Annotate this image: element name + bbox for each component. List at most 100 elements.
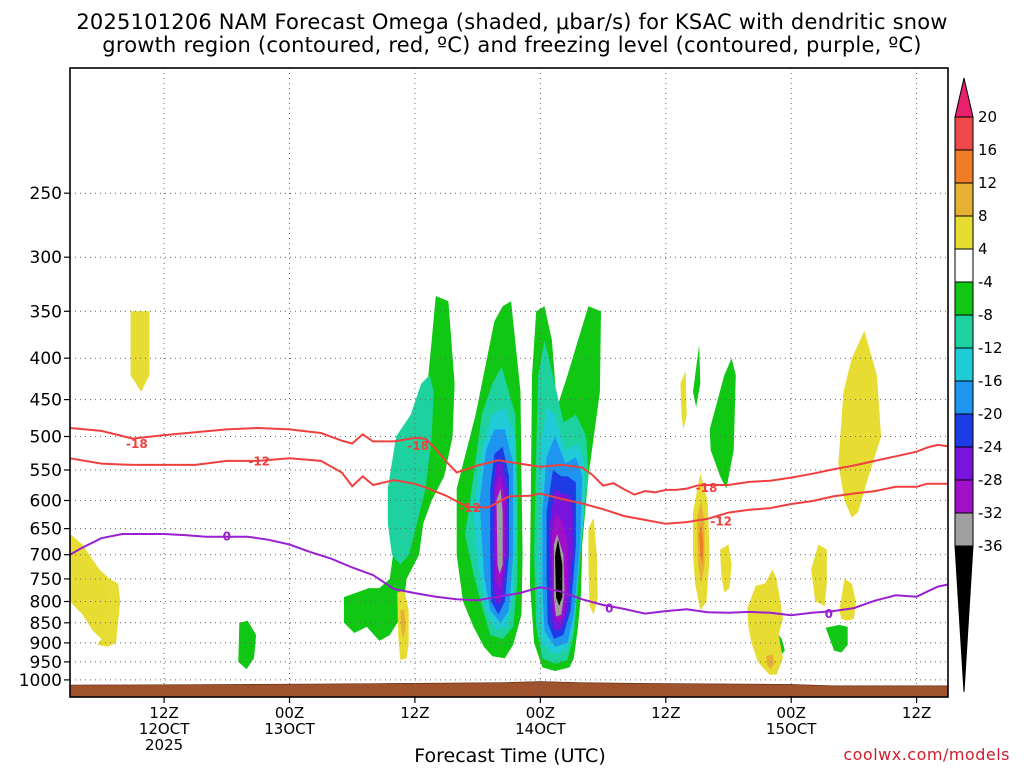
- omega-rise-1: [97, 578, 121, 647]
- snow-contour-label-2: -18: [696, 481, 718, 495]
- omega-rise-9: [811, 544, 827, 606]
- x-tick-label-54-1: 12Z: [651, 704, 680, 722]
- contour-lines: [69, 426, 949, 617]
- omega-rise-4: [588, 517, 598, 615]
- chart-title-line-2: growth region (contoured, red, ºC) and f…: [102, 33, 922, 57]
- y-tick-label-400: 400: [30, 349, 62, 369]
- colorbar-label-10: -24: [978, 438, 1003, 456]
- y-tick-label-900: 900: [30, 634, 62, 654]
- y-tick-label-450: 450: [30, 391, 62, 411]
- chart-title-line-1: 2025101206 NAM Forecast Omega (shaded, μ…: [76, 10, 948, 34]
- freezing-contour-label-1: 0: [605, 602, 613, 616]
- colorbar-label-12: -32: [978, 504, 1003, 522]
- omega-s36-0: [555, 539, 563, 606]
- y-axis: 2503003504004505005506006507007508008509…: [19, 184, 70, 691]
- y-tick-label-750: 750: [30, 570, 62, 590]
- snow-contour-line-3: [69, 457, 948, 525]
- snow-contour-label-0: -18: [126, 437, 148, 451]
- snow-contour-label-1: -18: [407, 439, 429, 453]
- colorbar-label-4: 4: [978, 240, 988, 258]
- y-tick-label-300: 300: [30, 248, 62, 268]
- colorbar-swatch-10: [954, 413, 974, 448]
- colorbar-label-7: -12: [978, 339, 1003, 357]
- plot-frame: [69, 67, 949, 698]
- omega-sink-1: [343, 296, 455, 641]
- colorbar-swatch-6: [954, 281, 974, 316]
- freezing-contour-label-0: 0: [223, 530, 231, 544]
- freezing-contour-line-0: [69, 533, 949, 617]
- freezing-contour-label-2: 0: [825, 607, 833, 621]
- y-tick-label-600: 600: [30, 492, 62, 512]
- x-tick-label-66-2: 15OCT: [766, 720, 817, 738]
- y-tick-label-800: 800: [30, 593, 62, 613]
- colorbar-swatch-12: [954, 479, 974, 514]
- snow-contour-label-3: -12: [248, 454, 270, 468]
- x-tick-label-30-1: 12Z: [400, 704, 429, 722]
- y-tick-label-850: 850: [30, 614, 62, 634]
- omega-rise-3b: [400, 610, 406, 639]
- omega-sink-4: [693, 344, 701, 408]
- omega-rise-7: [720, 544, 732, 593]
- omega-s32-0: [496, 488, 503, 575]
- colorbar-label-2: 12: [978, 174, 997, 192]
- y-tick-label-950: 950: [30, 653, 62, 673]
- y-tick-label-500: 500: [30, 428, 62, 448]
- colorbar-swatch-5: [954, 248, 974, 283]
- colorbar-swatch-1: [954, 116, 974, 151]
- terrain-fill: [69, 681, 949, 698]
- y-tick-label-550: 550: [30, 461, 62, 481]
- y-tick-label-700: 700: [30, 546, 62, 566]
- site-credit[interactable]: coolwx.com/models: [843, 745, 1010, 764]
- y-tick-label-650: 650: [30, 520, 62, 540]
- omega-sink-0: [238, 620, 257, 670]
- colorbar-swatch-8: [954, 347, 974, 382]
- colorbar-label-6: -8: [978, 306, 993, 324]
- omega-fills: [70, 296, 882, 675]
- colorbar-label-0: 20: [978, 108, 997, 126]
- colorbar-swatch-9: [954, 380, 974, 415]
- colorbar-label-9: -20: [978, 405, 1003, 423]
- x-tick-label-18-2: 13OCT: [264, 720, 315, 738]
- colorbar-top-triangle: [954, 77, 974, 118]
- colorbar-label-5: -4: [978, 273, 993, 291]
- omega-rise-10: [839, 578, 856, 621]
- x-tick-label-6-1: 12Z: [149, 704, 178, 722]
- x-tick-label-6-2: 12OCT: [139, 720, 190, 738]
- colorbar-swatch-11: [954, 446, 974, 481]
- x-tick-label-78-1: 12Z: [902, 704, 931, 722]
- colorbar: 20 16 12 8 4 -4 -8 -12 -16 -20 -24 -28 -32 -36: [954, 77, 1003, 693]
- snow-contour-label-5: -12: [710, 515, 732, 529]
- x-tick-label-66-1: 00Z: [777, 704, 806, 722]
- colorbar-swatch-13: [954, 512, 974, 547]
- colorbar-swatch-3: [954, 182, 974, 217]
- omega-rise-11: [838, 330, 882, 518]
- colorbar-swatch-2: [954, 149, 974, 184]
- colorbar-label-1: 16: [978, 141, 997, 159]
- contour-labels: -18 -18 -18 -12 -12 -12 0 0 0: [126, 437, 833, 621]
- omega-rise-2: [130, 311, 150, 392]
- x-tick-label-6-3: 2025: [145, 736, 183, 754]
- colorbar-swatch-4: [954, 215, 974, 250]
- omega-sink-5: [709, 358, 736, 489]
- y-tick-label-250: 250: [30, 184, 62, 204]
- colorbar-label-8: -16: [978, 372, 1003, 390]
- colorbar-bottom-triangle: [954, 545, 974, 693]
- omega-rise-8: [747, 569, 783, 675]
- y-tick-label-1000: 1000: [19, 671, 62, 691]
- x-tick-label-42-1: 00Z: [526, 704, 555, 722]
- x-tick-label-18-1: 00Z: [275, 704, 304, 722]
- snow-contour-label-4: -12: [459, 501, 481, 515]
- omega-rise-5: [680, 371, 687, 430]
- colorbar-swatch-7: [954, 314, 974, 349]
- y-tick-label-350: 350: [30, 302, 62, 322]
- omega-rise-0: [70, 534, 112, 639]
- colorbar-label-3: 8: [978, 207, 988, 225]
- omega-rise-6c: [699, 523, 704, 565]
- colorbar-label-11: -28: [978, 471, 1003, 489]
- x-axis-title: Forecast Time (UTC): [414, 745, 606, 767]
- snow-contour-line-0: [69, 426, 949, 496]
- omega-sink-7: [825, 624, 848, 653]
- x-tick-label-42-2: 14OCT: [515, 720, 566, 738]
